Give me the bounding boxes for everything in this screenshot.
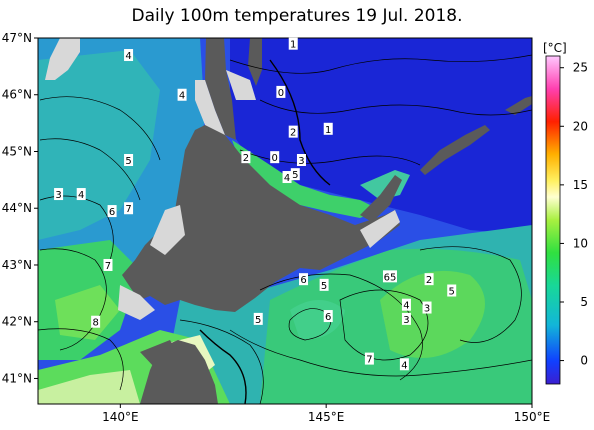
contour-label-box [124,49,134,62]
lat-tick-label: 46°N [2,88,32,102]
contour-label: 5 [125,156,131,167]
contour-label: 4 [78,190,84,201]
colorbar-tick-label: 20 [573,119,588,133]
colorbar-tick-label: 10 [573,236,588,250]
lat-tick-label: 47°N [2,31,32,45]
contour-label: 4 [401,360,407,371]
lat-tick-label: 41°N [2,371,32,385]
contour-label-box [364,352,374,365]
contour-label-box [107,205,117,218]
contour-label-box [54,188,64,201]
contour-label: 2 [426,275,432,286]
contour-label-box [399,358,409,371]
contour-label-box [288,37,298,50]
longitude-ticks: 140°E 145°E 150°E [102,404,550,424]
contour-label-box [76,188,86,201]
contour-label: 0 [272,153,278,164]
contour-label-box [124,154,134,166]
contour-label-box [422,301,432,314]
contour-label-box [276,85,286,98]
map-frame [37,37,533,405]
contour-label: 2 [290,128,296,139]
latitude-ticks: 47°N 46°N 45°N 44°N 43°N 42°N 41°N [2,31,38,385]
lat-tick-label: 43°N [2,258,32,272]
colorbar-unit-label: [°C] [543,41,567,55]
contour-label: 8 [92,318,98,329]
contour-label-box [290,168,300,181]
contour-label-box [288,125,298,138]
contour-label: 6 [300,275,306,286]
contour-label: 4 [179,91,185,102]
contour-label: 0 [278,88,284,99]
lat-tick-label: 45°N [2,144,32,158]
contour-label: 7 [366,355,372,366]
contour-label-box [270,151,280,164]
colorbar-tick-label: 15 [573,178,588,192]
colorbar-ticks: 25 20 15 10 5 0 [560,61,588,368]
contour-label: 7 [125,204,131,215]
contour-label: 3 [424,304,430,315]
contour-label: 5 [321,281,327,292]
contour-label: 1 [290,40,296,51]
contour-label: 3 [403,315,409,326]
contour-label-box [177,88,187,101]
contour-label-box [241,151,251,164]
contour-label-box [323,310,333,323]
contour-label-box [253,312,263,325]
colorbar [545,55,561,385]
contour-label: 5 [449,287,455,298]
colorbar-tick-label: 25 [573,61,588,75]
contour-label-box [103,258,113,271]
colorbar-tick-label: 0 [580,354,588,368]
map-field [38,38,532,404]
contour-label: 1 [325,125,331,136]
contour-label-box [447,284,457,297]
page-title: Daily 100m temperatures 19 Jul. 2018. [131,6,463,26]
contour-label: 6 [109,207,115,218]
lat-tick-label: 42°N [2,315,32,329]
contour-label: 6 [325,312,331,323]
lon-tick-label: 145°E [308,410,345,424]
contour-label-box [282,171,292,184]
contour-label: 5 [292,170,298,181]
lon-tick-label: 150°E [514,410,551,424]
contour-label: 4 [284,173,290,184]
contour-label: 65 [384,272,397,283]
contour-label-box [424,273,434,286]
contour-label: 3 [298,156,304,167]
contour-label-box [401,312,411,325]
contour-label: 7 [105,261,111,272]
contour-label-box [296,154,306,166]
contour-label: 2 [243,153,249,164]
colorbar-tick-label: 5 [580,295,588,309]
contour-label: 4 [403,301,409,312]
contour-label-box [382,270,397,283]
contour-label: 5 [255,315,261,326]
lon-tick-label: 140°E [102,410,139,424]
contour-label-box [91,315,101,328]
contour-label-box [401,298,411,311]
contour-label-box [124,202,134,215]
contour-label: 3 [55,190,61,201]
lat-tick-label: 44°N [2,201,32,215]
contour-label-box [319,278,329,291]
contour-label-box [299,273,309,286]
contour-label-box [323,122,333,135]
contour-label: 4 [125,51,131,62]
